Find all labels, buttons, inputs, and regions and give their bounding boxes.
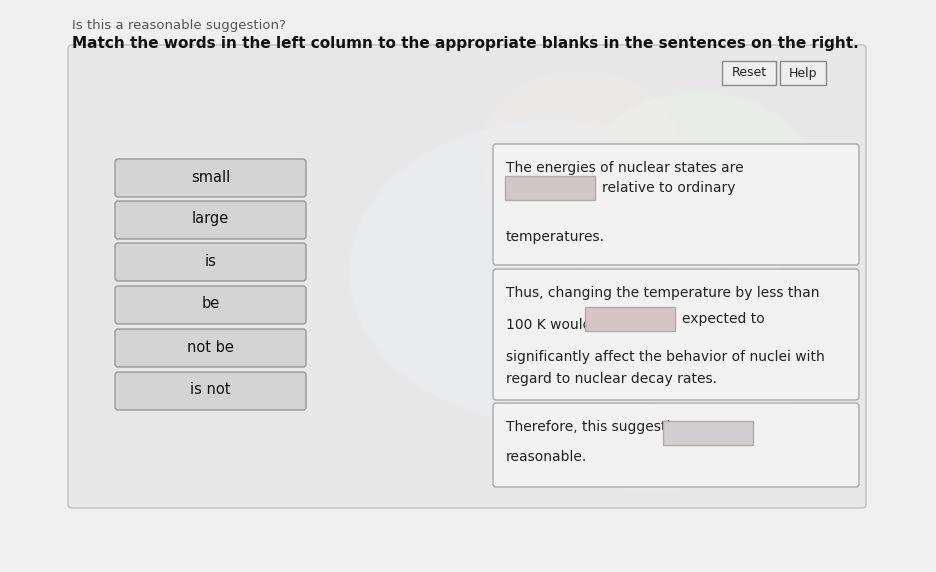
Text: temperatures.: temperatures. bbox=[506, 230, 605, 244]
FancyBboxPatch shape bbox=[505, 176, 595, 200]
Text: Help: Help bbox=[789, 66, 817, 80]
FancyBboxPatch shape bbox=[115, 201, 306, 239]
FancyBboxPatch shape bbox=[115, 372, 306, 410]
FancyBboxPatch shape bbox=[68, 45, 866, 508]
Text: Thus, changing the temperature by less than: Thus, changing the temperature by less t… bbox=[506, 286, 820, 300]
FancyBboxPatch shape bbox=[115, 329, 306, 367]
Text: Reset: Reset bbox=[731, 66, 767, 80]
FancyBboxPatch shape bbox=[780, 61, 826, 85]
Text: Therefore, this suggestion: Therefore, this suggestion bbox=[506, 420, 688, 434]
FancyBboxPatch shape bbox=[115, 159, 306, 197]
FancyBboxPatch shape bbox=[493, 403, 859, 487]
Text: 100 K would: 100 K would bbox=[506, 318, 592, 332]
FancyBboxPatch shape bbox=[493, 269, 859, 400]
Ellipse shape bbox=[580, 92, 820, 292]
Text: reasonable.: reasonable. bbox=[506, 450, 587, 464]
FancyBboxPatch shape bbox=[493, 144, 859, 265]
Text: Is this a reasonable suggestion?: Is this a reasonable suggestion? bbox=[72, 19, 285, 32]
Text: not be: not be bbox=[187, 340, 234, 355]
Text: regard to nuclear decay rates.: regard to nuclear decay rates. bbox=[506, 372, 717, 386]
Text: expected to: expected to bbox=[682, 312, 765, 326]
Text: Match the words in the left column to the appropriate blanks in the sentences on: Match the words in the left column to th… bbox=[72, 36, 858, 51]
Text: The energies of nuclear states are: The energies of nuclear states are bbox=[506, 161, 743, 175]
Ellipse shape bbox=[350, 122, 750, 422]
Ellipse shape bbox=[480, 72, 680, 232]
Text: small: small bbox=[191, 169, 230, 185]
FancyBboxPatch shape bbox=[722, 61, 776, 85]
Text: is: is bbox=[205, 253, 216, 268]
Ellipse shape bbox=[500, 252, 800, 492]
Text: is not: is not bbox=[190, 383, 231, 398]
Text: large: large bbox=[192, 212, 229, 227]
FancyBboxPatch shape bbox=[115, 243, 306, 281]
Text: be: be bbox=[201, 296, 220, 312]
Text: relative to ordinary: relative to ordinary bbox=[602, 181, 736, 195]
Text: significantly affect the behavior of nuclei with: significantly affect the behavior of nuc… bbox=[506, 350, 825, 364]
FancyBboxPatch shape bbox=[115, 286, 306, 324]
FancyBboxPatch shape bbox=[585, 307, 675, 331]
FancyBboxPatch shape bbox=[663, 421, 753, 445]
